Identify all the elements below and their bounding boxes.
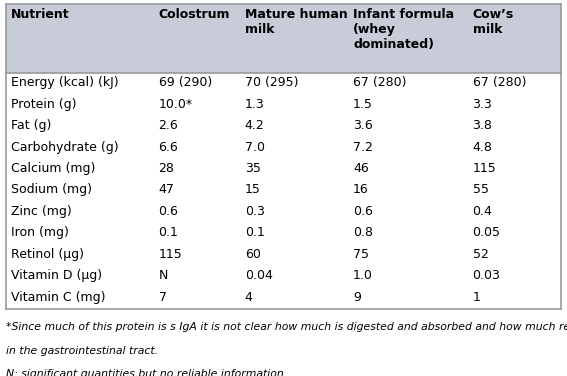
Text: 15: 15 — [245, 183, 261, 197]
Text: 3.6: 3.6 — [353, 119, 373, 132]
Text: Infant formula
(whey
dominated): Infant formula (whey dominated) — [353, 8, 454, 51]
Text: Fat (g): Fat (g) — [11, 119, 52, 132]
Text: 55: 55 — [472, 183, 489, 197]
Text: 35: 35 — [245, 162, 261, 175]
Text: 67 (280): 67 (280) — [353, 76, 407, 89]
Text: 3.3: 3.3 — [472, 98, 492, 111]
Text: 28: 28 — [159, 162, 175, 175]
Text: 46: 46 — [353, 162, 369, 175]
Text: 0.6: 0.6 — [159, 205, 179, 218]
Text: Zinc (mg): Zinc (mg) — [11, 205, 72, 218]
Text: Protein (g): Protein (g) — [11, 98, 77, 111]
Text: 6.6: 6.6 — [159, 141, 179, 154]
Text: 115: 115 — [159, 248, 183, 261]
Text: 0.1: 0.1 — [245, 226, 265, 240]
FancyBboxPatch shape — [6, 266, 561, 288]
Text: 1.0: 1.0 — [353, 269, 373, 282]
Text: 10.0*: 10.0* — [159, 98, 193, 111]
FancyBboxPatch shape — [6, 95, 561, 116]
FancyBboxPatch shape — [6, 202, 561, 223]
Text: 0.05: 0.05 — [472, 226, 501, 240]
Text: 0.04: 0.04 — [245, 269, 273, 282]
Text: Mature human
milk: Mature human milk — [245, 8, 348, 36]
Text: 0.6: 0.6 — [353, 205, 373, 218]
FancyBboxPatch shape — [6, 4, 561, 73]
Text: 67 (280): 67 (280) — [472, 76, 526, 89]
FancyBboxPatch shape — [6, 73, 561, 95]
Text: Carbohydrate (g): Carbohydrate (g) — [11, 141, 119, 154]
FancyBboxPatch shape — [6, 180, 561, 202]
Text: Sodium (mg): Sodium (mg) — [11, 183, 92, 197]
Text: 75: 75 — [353, 248, 369, 261]
Text: Vitamin D (μg): Vitamin D (μg) — [11, 269, 103, 282]
FancyBboxPatch shape — [6, 245, 561, 266]
Text: 1.5: 1.5 — [353, 98, 373, 111]
Text: N: significant quantities but no reliable information.: N: significant quantities but no reliabl… — [6, 369, 287, 376]
Text: 7.2: 7.2 — [353, 141, 373, 154]
FancyBboxPatch shape — [6, 159, 561, 180]
Text: 4.8: 4.8 — [472, 141, 492, 154]
FancyBboxPatch shape — [6, 138, 561, 159]
Text: 3.8: 3.8 — [472, 119, 492, 132]
Text: Iron (mg): Iron (mg) — [11, 226, 69, 240]
Text: *Since much of this protein is s IgA it is not clear how much is digested and ab: *Since much of this protein is s IgA it … — [6, 322, 567, 332]
Text: 70 (295): 70 (295) — [245, 76, 298, 89]
Text: Energy (kcal) (kJ): Energy (kcal) (kJ) — [11, 76, 119, 89]
Text: 2.6: 2.6 — [159, 119, 179, 132]
Text: 7.0: 7.0 — [245, 141, 265, 154]
Text: 9: 9 — [353, 291, 361, 304]
Text: Nutrient: Nutrient — [11, 8, 70, 21]
Text: in the gastrointestinal tract.: in the gastrointestinal tract. — [6, 346, 158, 356]
Text: 0.3: 0.3 — [245, 205, 265, 218]
Text: Calcium (mg): Calcium (mg) — [11, 162, 96, 175]
FancyBboxPatch shape — [6, 116, 561, 138]
FancyBboxPatch shape — [6, 288, 561, 309]
Text: 1: 1 — [472, 291, 480, 304]
Text: 7: 7 — [159, 291, 167, 304]
Text: 1.3: 1.3 — [245, 98, 264, 111]
Text: 4: 4 — [245, 291, 252, 304]
Text: N: N — [159, 269, 168, 282]
Text: 69 (290): 69 (290) — [159, 76, 212, 89]
Text: 16: 16 — [353, 183, 369, 197]
Text: 52: 52 — [472, 248, 488, 261]
Text: Vitamin C (mg): Vitamin C (mg) — [11, 291, 106, 304]
Text: 0.4: 0.4 — [472, 205, 492, 218]
Text: Colostrum: Colostrum — [159, 8, 230, 21]
Text: 0.8: 0.8 — [353, 226, 373, 240]
Text: 47: 47 — [159, 183, 175, 197]
Text: 0.03: 0.03 — [472, 269, 501, 282]
Text: Retinol (μg): Retinol (μg) — [11, 248, 84, 261]
Text: 0.1: 0.1 — [159, 226, 179, 240]
Text: 4.2: 4.2 — [245, 119, 264, 132]
Text: Cow’s
milk: Cow’s milk — [472, 8, 514, 36]
Text: 60: 60 — [245, 248, 261, 261]
FancyBboxPatch shape — [6, 223, 561, 245]
Text: 115: 115 — [472, 162, 496, 175]
